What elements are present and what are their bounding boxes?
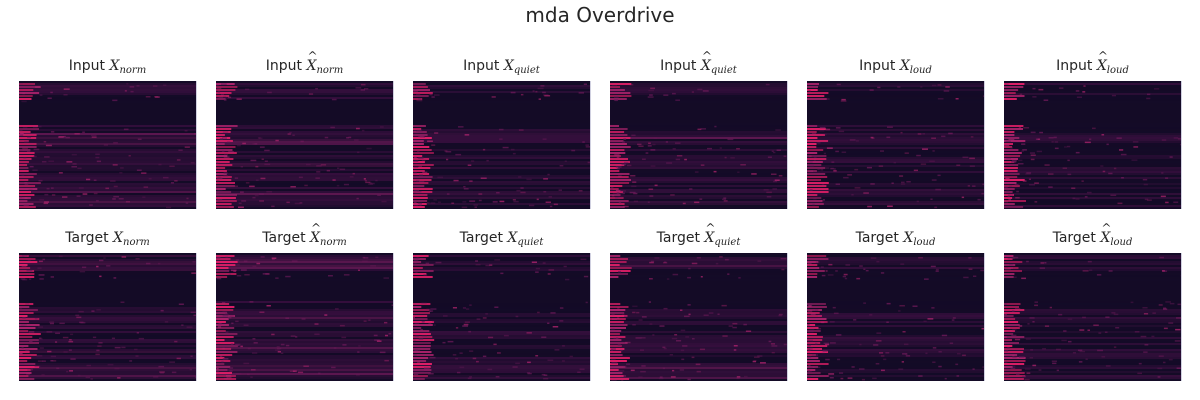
panel-title-subscript: loud <box>913 237 935 248</box>
panel-title: Target X ^ norm <box>216 230 393 248</box>
panel-title: Input X ^ loud <box>1004 58 1181 76</box>
panel-title-prefix: Target <box>262 230 310 246</box>
spectrogram-image <box>610 253 787 381</box>
spectrogram-panel <box>1004 253 1182 381</box>
spectrogram-image <box>413 81 590 209</box>
spectrogram-image <box>610 81 787 209</box>
hat-accent: ^ <box>1098 49 1108 63</box>
panel-title-prefix: Target <box>1053 230 1101 246</box>
spectrogram-panel <box>807 81 985 209</box>
panel-title-prefix: Target <box>856 230 904 246</box>
panel-title-prefix: Input <box>266 58 307 74</box>
spectrogram-panel <box>19 253 197 381</box>
spectrogram-image <box>216 253 393 381</box>
figure-title: mda Overdrive <box>0 3 1200 27</box>
panel-title-subscript: loud <box>1107 65 1129 76</box>
panel-title-subscript: quiet <box>714 237 740 248</box>
panel-title-prefix: Input <box>463 58 504 74</box>
panel-title-subscript: quiet <box>517 237 543 248</box>
panel-title-symbol: X <box>110 58 120 74</box>
panel-title-subscript: quiet <box>711 65 737 76</box>
hat-accent: ^ <box>705 221 715 235</box>
panel-title-subscript: norm <box>320 237 347 248</box>
panel-title: Input X ^ quiet <box>610 58 787 76</box>
panel-title-subscript: quiet <box>514 65 540 76</box>
panel-title: Target X ^ loud <box>1004 230 1181 248</box>
panel-title-subscript: loud <box>1110 237 1132 248</box>
spectrogram-panel <box>216 253 394 381</box>
panel-title-symbol: X ^ <box>1097 58 1107 74</box>
panel-title-prefix: Input <box>1056 58 1097 74</box>
panel-title-subscript: norm <box>123 237 150 248</box>
spectrogram-panel <box>216 81 394 209</box>
spectrogram-panel <box>610 253 788 381</box>
panel-title-prefix: Input <box>69 58 110 74</box>
spectrogram-panel <box>1004 81 1182 209</box>
panel-title-prefix: Input <box>660 58 701 74</box>
panel-title-symbol: X <box>113 230 123 246</box>
panel-title-symbol: X ^ <box>307 58 317 74</box>
panel-title-symbol: X <box>507 230 517 246</box>
spectrogram-image <box>19 253 196 381</box>
panel-title-subscript: loud <box>910 65 932 76</box>
panel-title-prefix: Input <box>859 58 900 74</box>
panel-title-symbol: X <box>900 58 910 74</box>
spectrogram-panel <box>413 253 591 381</box>
panel-title-subscript: norm <box>316 65 343 76</box>
spectrogram-panel <box>610 81 788 209</box>
hat-accent: ^ <box>1101 221 1111 235</box>
panel-title: Target Xquiet <box>413 230 590 248</box>
hat-accent: ^ <box>308 49 318 63</box>
panel-title: Target Xnorm <box>19 230 196 248</box>
spectrogram-panel <box>413 81 591 209</box>
hat-accent: ^ <box>311 221 321 235</box>
spectrogram-image <box>413 253 590 381</box>
panel-title-symbol: X <box>504 58 514 74</box>
panel-title-symbol: X ^ <box>310 230 320 246</box>
panel-title: Target X ^ quiet <box>610 230 787 248</box>
panel-title-symbol: X ^ <box>701 58 711 74</box>
hat-accent: ^ <box>702 49 712 63</box>
panel-title-symbol: X ^ <box>704 230 714 246</box>
spectrogram-panel <box>19 81 197 209</box>
panel-title: Input Xloud <box>807 58 984 76</box>
spectrogram-image <box>216 81 393 209</box>
panel-title-prefix: Target <box>460 230 508 246</box>
panel-title-symbol: X ^ <box>1100 230 1110 246</box>
spectrogram-panel <box>807 253 985 381</box>
panel-title: Input Xquiet <box>413 58 590 76</box>
panel-title-subscript: norm <box>119 65 146 76</box>
panel-title: Input Xnorm <box>19 58 196 76</box>
spectrogram-image <box>1004 81 1181 209</box>
spectrogram-image <box>807 253 984 381</box>
spectrogram-image <box>19 81 196 209</box>
spectrogram-image <box>1004 253 1181 381</box>
panel-title: Target Xloud <box>807 230 984 248</box>
spectrogram-image <box>807 81 984 209</box>
panel-title-prefix: Target <box>657 230 705 246</box>
panel-title: Input X ^ norm <box>216 58 393 76</box>
panel-title-prefix: Target <box>65 230 113 246</box>
panel-title-symbol: X <box>903 230 913 246</box>
